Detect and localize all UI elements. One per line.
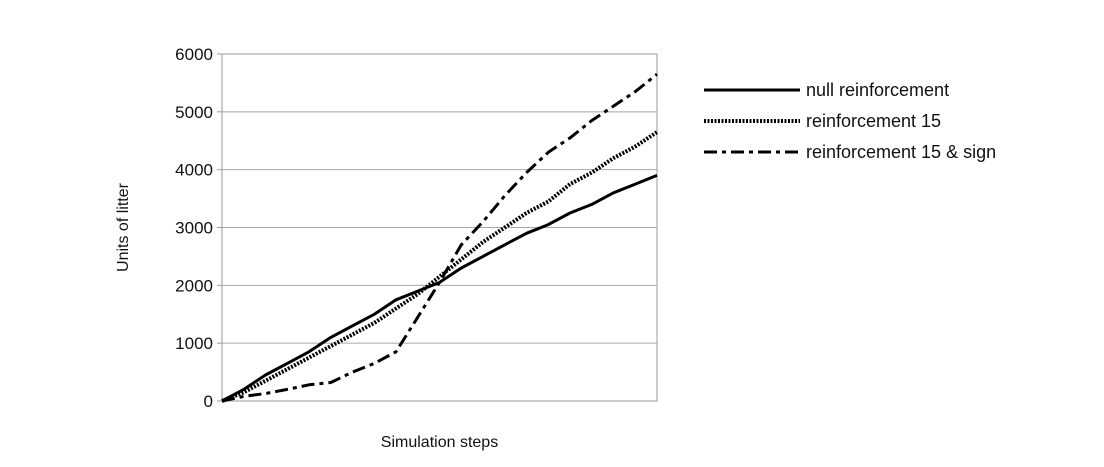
y-tick-label: 0 [204,392,213,411]
grid-lines [222,53,657,402]
legend: null reinforcement reinforcement 15 reinfo… [704,80,996,162]
y-tick-label: 6000 [175,45,213,64]
x-axis-label: Simulation steps [381,434,498,451]
y-tick-label: 2000 [175,276,213,295]
y-tick-label: 1000 [175,334,213,353]
series-lines [221,73,659,403]
y-tick-label: 3000 [175,219,213,238]
legend-label-1: null reinforcement [806,80,949,100]
y-tick-label: 5000 [175,103,213,122]
series-line-2 [221,130,659,403]
series-line-3 [221,73,658,403]
y-tick-labels: 0 1000 2000 3000 4000 5000 6000 [175,45,222,411]
y-tick-label: 4000 [175,161,213,180]
legend-label-2: reinforcement 15 [806,111,941,131]
legend-label-3: reinforcement 15 & sign [806,142,996,162]
y-axis-label: Units of litter [115,182,132,272]
